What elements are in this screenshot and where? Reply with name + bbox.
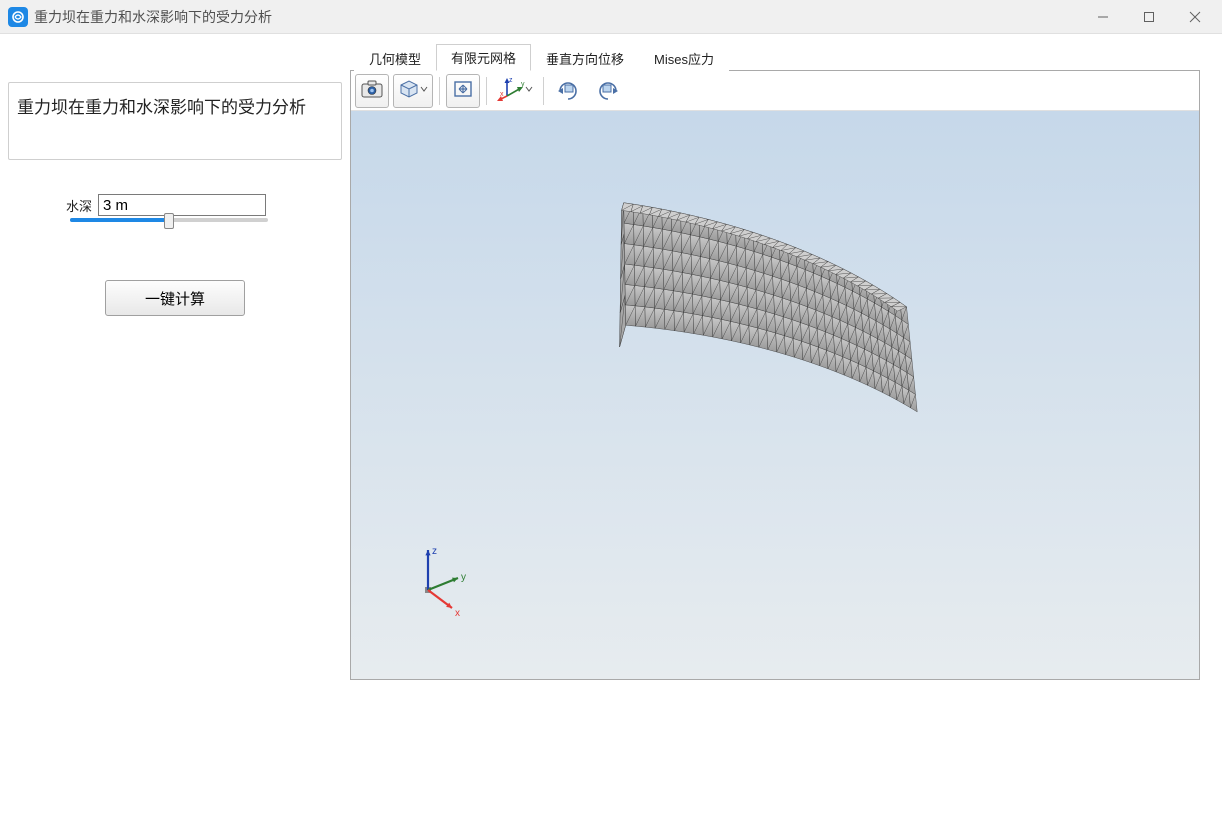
toolbar-separator	[543, 77, 544, 105]
rotate-ccw-icon	[594, 77, 622, 104]
svg-text:x: x	[500, 91, 504, 98]
toolbar-separator	[439, 77, 440, 105]
tab-row: 几何模型有限元网格垂直方向位移Mises应力	[350, 46, 1200, 70]
depth-input[interactable]	[98, 194, 266, 216]
tab-mises[interactable]: Mises应力	[639, 45, 729, 71]
maximize-button[interactable]	[1126, 0, 1172, 34]
zoom-extents-button[interactable]	[446, 74, 480, 108]
description-box: 重力坝在重力和水深影响下的受力分析	[8, 82, 342, 160]
slider-thumb[interactable]	[164, 213, 174, 229]
svg-text:z: z	[432, 546, 437, 557]
axes-button[interactable]: z y x	[493, 74, 537, 108]
render-mode-button[interactable]	[393, 74, 433, 108]
screenshot-button[interactable]	[355, 74, 389, 108]
rotate-cw-button[interactable]	[550, 74, 586, 108]
depth-slider[interactable]	[70, 218, 268, 222]
tab-mesh[interactable]: 有限元网格	[436, 44, 531, 71]
svg-text:z: z	[509, 77, 513, 84]
rotate-ccw-button[interactable]	[590, 74, 626, 108]
axis-triad: z y x	[406, 538, 476, 621]
tab-vdisp[interactable]: 垂直方向位移	[531, 45, 639, 71]
minimize-button[interactable]	[1080, 0, 1126, 34]
axes-icon: z y x	[497, 76, 525, 105]
viewport-frame: z y x	[350, 70, 1200, 680]
close-button[interactable]	[1172, 0, 1218, 34]
window-title: 重力坝在重力和水深影响下的受力分析	[34, 7, 272, 27]
svg-text:y: y	[461, 572, 466, 583]
chevron-down-icon	[420, 79, 428, 102]
viewport-toolbar: z y x	[351, 71, 1199, 111]
toolbar-separator	[486, 77, 487, 105]
tab-geom[interactable]: 几何模型	[354, 45, 436, 71]
chevron-down-icon	[525, 79, 533, 102]
right-panel: 几何模型有限元网格垂直方向位移Mises应力	[350, 34, 1222, 828]
titlebar: 重力坝在重力和水深影响下的受力分析	[0, 0, 1222, 34]
zoom-extents-icon	[452, 79, 474, 102]
screenshot-icon	[360, 79, 384, 102]
rotate-cw-icon	[554, 77, 582, 104]
left-panel: 重力坝在重力和水深影响下的受力分析 水深 一键计算	[0, 34, 350, 828]
slider-fill	[70, 218, 169, 222]
compute-button[interactable]: 一键计算	[105, 280, 245, 316]
svg-text:x: x	[455, 608, 460, 618]
render-area[interactable]: z y x	[351, 111, 1199, 679]
app-icon	[8, 7, 28, 27]
render-mode-icon	[398, 79, 420, 102]
depth-label: 水深	[66, 196, 92, 215]
